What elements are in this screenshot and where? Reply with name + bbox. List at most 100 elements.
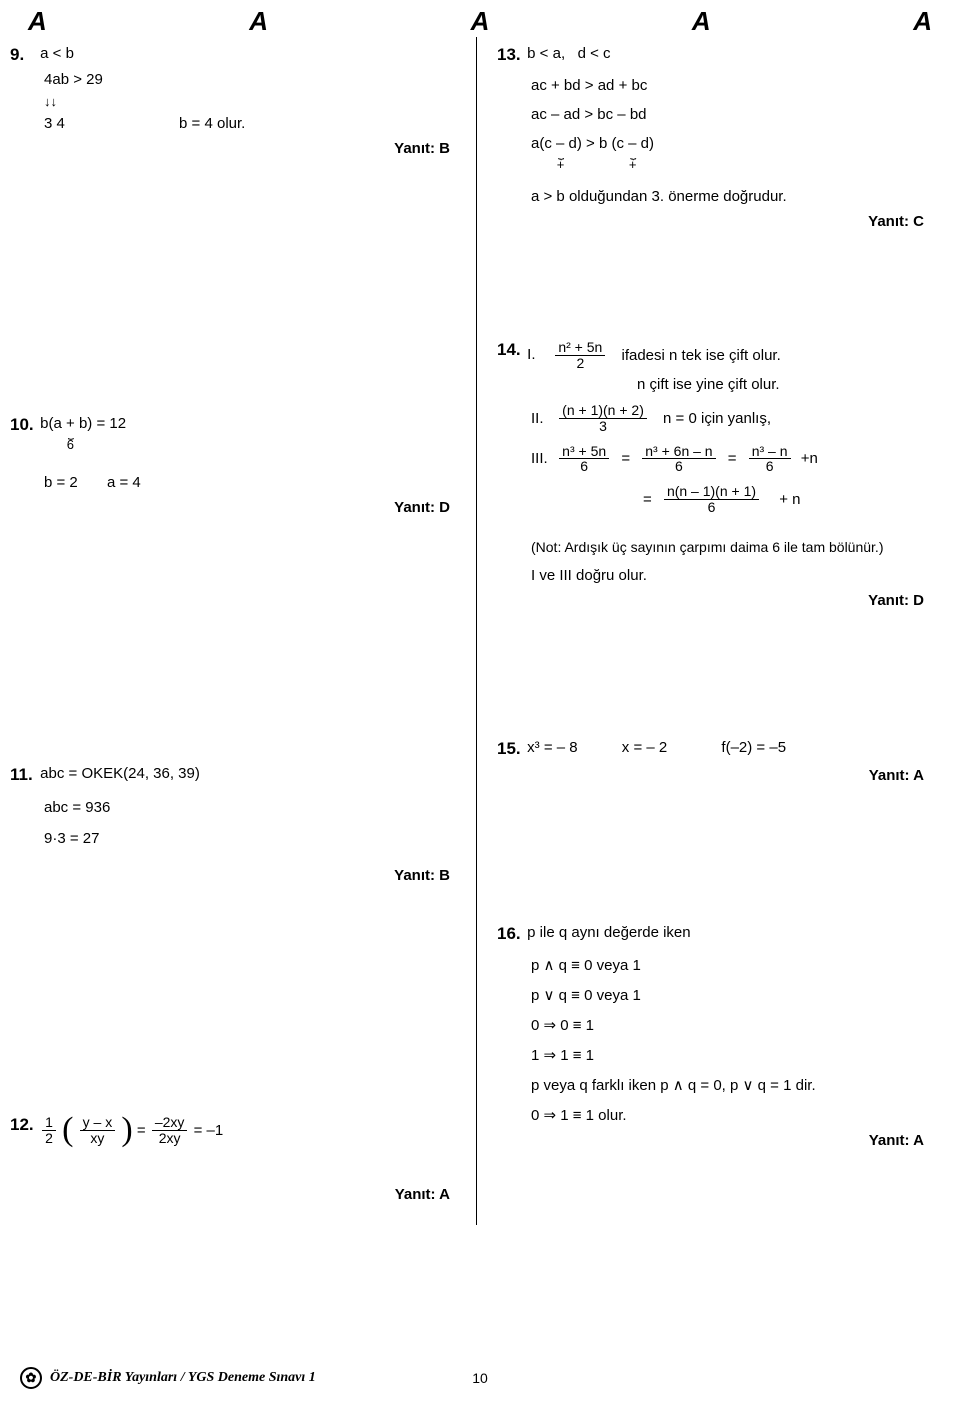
question-9: 9. a < b 4a b > 29 ↓↓ 3 4 b = 4 olur. Ya… — [10, 45, 456, 205]
q9-4a: 4a — [44, 71, 61, 88]
header-letter: A — [692, 6, 711, 37]
q14-eq1: = — [621, 450, 630, 467]
q14-iii-f1n: n³ + 5n — [559, 444, 609, 460]
q14-iii-f4d: 6 — [664, 500, 759, 515]
q10-brace-val: 6 — [49, 437, 93, 452]
q16-number: 16. — [497, 924, 523, 944]
q14-iii-f4: n(n – 1)(n + 1) 6 — [664, 484, 759, 514]
q9-line1: a < b — [40, 45, 74, 62]
q12-frac3: –2xy 2xy — [152, 1115, 188, 1145]
q16-l5: 1 ⇒ 1 ≡ 1 — [531, 1046, 930, 1064]
q16-l1: p ile q aynı değerde iken — [527, 924, 690, 941]
question-10: 10. b (a + b) ⏟ 6 = 12 b = 2 a = 4 Yanıt… — [10, 415, 456, 535]
q12-answer: Yanıt: A — [10, 1186, 456, 1203]
q9-34: 3 4 — [44, 115, 65, 132]
q12-f1-den: 2 — [42, 1131, 56, 1146]
q9-number: 9. — [10, 45, 36, 65]
q14-i-num: n² + 5n — [555, 340, 605, 356]
q14-i-text1: ifadesi n tek ise çift olur. — [622, 347, 781, 364]
content-columns: 9. a < b 4a b > 29 ↓↓ 3 4 b = 4 olur. Ya… — [0, 37, 960, 1225]
q13-plus1: + — [539, 157, 582, 172]
q14-eq3: = — [643, 491, 652, 508]
q15-number: 15. — [497, 739, 523, 759]
q15-c: f(–2) = –5 — [721, 739, 786, 756]
q15-answer: Yanıt: A — [497, 767, 930, 784]
q13-a: a — [531, 135, 539, 152]
q10-number: 10. — [10, 415, 36, 435]
q14-plusn: +n — [801, 450, 818, 467]
question-16: 16. p ile q aynı değerde iken p ∧ q ≡ 0 … — [497, 924, 930, 1149]
q12-frac2: y – x xy — [80, 1115, 116, 1145]
q10-line2: b = 2 a = 4 — [44, 474, 456, 491]
q13-line2: ac + bd > ad + bc — [531, 77, 930, 94]
right-column: 13. b < a, d < c ac + bd > ad + bc ac – … — [477, 37, 950, 1225]
header-letter: A — [913, 6, 932, 37]
q14-ii-num: (n + 1)(n + 2) — [559, 403, 647, 419]
q14-iii-label: III. — [531, 450, 553, 467]
header-letter: A — [471, 6, 490, 37]
q14-iii-f1d: 6 — [559, 459, 609, 474]
q14-concl: I ve III doğru olur. — [531, 567, 930, 584]
q9-answer: Yanıt: B — [10, 140, 456, 157]
q12-frac1: 1 2 — [42, 1115, 56, 1145]
q14-iii-f2n: n³ + 6n – n — [642, 444, 715, 460]
q12-rparen-icon: ) — [121, 1115, 132, 1146]
q14-ii-frac: (n + 1)(n + 2) 3 — [559, 403, 647, 433]
q11-line2: abc = 936 — [44, 799, 456, 816]
q12-f1-num: 1 — [42, 1115, 56, 1131]
q16-l3: p ∨ q ≡ 0 veya 1 — [531, 986, 930, 1004]
q14-iii-f3n: n³ – n — [749, 444, 791, 460]
left-column: 9. a < b 4a b > 29 ↓↓ 3 4 b = 4 olur. Ya… — [4, 37, 477, 1225]
q15-b: x = – 2 — [622, 739, 667, 756]
q16-l4: 0 ⇒ 0 ≡ 1 — [531, 1016, 930, 1034]
q14-note: (Not: Ardışık üç sayının çarpımı daima 6… — [531, 539, 930, 555]
q12-f2-den: xy — [80, 1131, 116, 1146]
q11-line1: abc = OKEK(24, 36, 39) — [40, 765, 200, 782]
footer-text: ÖZ-DE-BİR Yayınları / YGS Deneme Sınavı … — [50, 1370, 316, 1386]
q12-f3-num: –2xy — [152, 1115, 188, 1131]
q15-a: x³ = – 8 — [527, 739, 577, 756]
page-number: 10 — [472, 1370, 488, 1386]
q14-ii-den: 3 — [559, 419, 647, 434]
q14-number: 14. — [497, 340, 523, 360]
q12-number: 12. — [10, 1115, 36, 1135]
q14-ii-text: n = 0 için yanlış, — [663, 410, 771, 427]
q13-line5: a > b olduğundan 3. önerme doğrudur. — [531, 188, 930, 205]
q11-number: 11. — [10, 765, 36, 785]
question-15: 15. x³ = – 8 x = – 2 f(–2) = –5 Yanıt: A — [497, 739, 930, 784]
q10-eq12: = 12 — [92, 415, 126, 432]
page-footer: ✿ ÖZ-DE-BİR Yayınları / YGS Deneme Sınav… — [0, 1367, 960, 1389]
q14-i-text2: n çift ise yine çift olur. — [637, 376, 930, 393]
q16-l2: p ∧ q ≡ 0 veya 1 — [531, 956, 930, 974]
q12-eq2: = –1 — [194, 1122, 224, 1139]
q11-line3: 9·3 = 27 — [44, 830, 456, 847]
footer-logo-icon: ✿ — [20, 1367, 42, 1389]
q9-arrows: ↓↓ — [44, 94, 456, 109]
q16-answer: Yanıt: A — [497, 1132, 930, 1149]
q16-l7: 0 ⇒ 1 ≡ 1 olur. — [531, 1106, 930, 1124]
q14-iii-f1: n³ + 5n 6 — [559, 444, 609, 474]
header-letter: A — [249, 6, 268, 37]
question-14: 14. I. n² + 5n 2 ifadesi n tek ise çift … — [497, 340, 930, 609]
q14-iii-f2d: 6 — [642, 459, 715, 474]
q10-answer: Yanıt: D — [10, 499, 456, 516]
q14-i-frac: n² + 5n 2 — [555, 340, 605, 370]
q9-underbrace-4a: 4a — [44, 71, 61, 88]
q14-iii-f3d: 6 — [749, 459, 791, 474]
q13-gtb: > b — [582, 135, 612, 152]
q9-b4: b = 4 olur. — [179, 115, 245, 132]
q13-answer: Yanıt: C — [497, 213, 930, 230]
page-header: A A A A A — [0, 0, 960, 37]
q14-i-label: I. — [527, 346, 549, 363]
q13-brace2: (c – d) ⏟ + — [611, 135, 654, 172]
q14-i-den: 2 — [555, 356, 605, 371]
q14-plusn2: + n — [779, 491, 800, 508]
q9-b29: b > 29 — [61, 71, 103, 88]
q12-f2-num: y – x — [80, 1115, 116, 1131]
q11-answer: Yanıt: B — [10, 867, 456, 884]
q14-answer: Yanıt: D — [497, 592, 930, 609]
q14-iii-f2: n³ + 6n – n 6 — [642, 444, 715, 474]
question-13: 13. b < a, d < c ac + bd > ad + bc ac – … — [497, 45, 930, 230]
q13-number: 13. — [497, 45, 523, 65]
q14-eq2: = — [728, 450, 737, 467]
